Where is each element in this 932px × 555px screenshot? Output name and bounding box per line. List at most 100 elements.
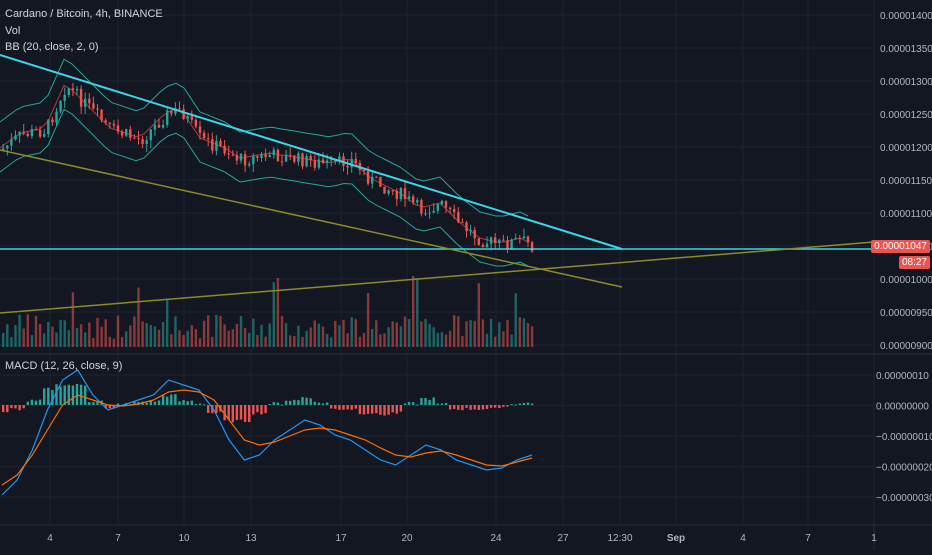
- time-tick-label: 7: [805, 533, 811, 544]
- macd-histogram-bar: [432, 397, 435, 405]
- volume-bar: [190, 325, 193, 347]
- time-tick-label: 4: [47, 533, 53, 544]
- time-tick-label: Sep: [667, 533, 685, 544]
- macd-histogram-bar: [334, 405, 337, 409]
- macd-histogram-bar: [280, 404, 284, 406]
- volume-bar: [325, 333, 329, 347]
- candle-body: [194, 119, 198, 127]
- candle-body: [239, 154, 243, 161]
- macd-histogram-bar: [301, 397, 304, 405]
- volume-bar: [293, 335, 296, 347]
- candle-body: [264, 153, 267, 158]
- macd-histogram-bar: [75, 383, 79, 405]
- macd-histogram-bar: [399, 405, 403, 412]
- macd-histogram-bar: [170, 394, 173, 405]
- macd-histogram-bar: [272, 402, 275, 405]
- macd-histogram-bar: [391, 405, 394, 413]
- macd-histogram-bar: [79, 384, 83, 405]
- candle-body: [223, 145, 226, 154]
- macd-histogram-bar: [215, 405, 218, 414]
- volume-bar: [301, 336, 304, 347]
- candle-body: [145, 140, 148, 145]
- candle-body: [84, 98, 87, 107]
- macd-histogram-bar: [436, 403, 439, 405]
- candle-body: [235, 155, 239, 161]
- volume-bars: [2, 275, 534, 347]
- macd-histogram-bar: [256, 405, 259, 413]
- price-tick-label: 0.00001100: [880, 209, 932, 220]
- trendline-lower-olive: [0, 149, 623, 288]
- volume-bar: [207, 315, 210, 347]
- volume-bar: [416, 278, 419, 347]
- candle-body: [186, 116, 189, 120]
- volume-bar: [338, 325, 341, 347]
- candle-body: [514, 238, 517, 240]
- macd-histogram-bar: [362, 405, 366, 415]
- candle-body: [346, 165, 349, 168]
- volume-bar: [248, 332, 251, 347]
- candle-body: [18, 131, 21, 136]
- candle-body: [309, 155, 312, 161]
- macd-histogram-bar: [440, 403, 444, 405]
- candle-body: [416, 200, 419, 203]
- macd-histogram-bar: [293, 399, 296, 405]
- candle-body: [280, 161, 284, 163]
- volume-bar: [84, 332, 87, 347]
- macd-histogram-bar: [457, 405, 460, 410]
- volume-legend[interactable]: Vol: [5, 25, 21, 37]
- macd-histogram-bar: [346, 405, 349, 410]
- volume-bar: [387, 327, 390, 347]
- bollinger-bands: [0, 58, 529, 267]
- candle-body: [518, 238, 521, 240]
- macd-histogram-bar: [30, 399, 34, 405]
- volume-bar: [461, 335, 464, 347]
- macd-histogram-bar: [51, 389, 54, 405]
- volume-bar: [395, 322, 398, 347]
- symbol-title[interactable]: Cardano / Bitcoin, 4h, BINANCE: [5, 8, 163, 20]
- macd-histogram-bar: [59, 386, 62, 405]
- volume-bar: [436, 332, 439, 347]
- volume-bar: [26, 314, 29, 347]
- candle-body: [104, 120, 107, 123]
- volume-bar: [63, 320, 66, 347]
- volume-bar: [371, 329, 374, 347]
- volume-bar: [481, 319, 485, 347]
- volume-bar: [120, 337, 124, 347]
- candle-body: [133, 137, 136, 139]
- bb-legend[interactable]: BB (20, close, 2, 0): [5, 41, 99, 53]
- candle-body: [325, 160, 329, 164]
- macd-legend[interactable]: MACD (12, 26, close, 9): [5, 360, 123, 372]
- volume-bar: [366, 292, 370, 347]
- candle-body: [268, 155, 271, 158]
- volume-bar: [174, 316, 177, 347]
- volume-bar: [477, 283, 480, 347]
- macd-histogram-bar: [338, 405, 341, 410]
- volume-bar: [309, 327, 312, 347]
- volume-bar: [518, 317, 521, 347]
- time-tick-label: 4: [740, 533, 746, 544]
- candle-body: [330, 159, 333, 161]
- macd-histogram-bar: [96, 401, 99, 405]
- candle-body: [141, 139, 144, 145]
- candle-body: [485, 243, 489, 248]
- candle-body: [301, 153, 304, 167]
- macd-histogram-bar: [63, 385, 66, 405]
- volume-bar: [440, 332, 444, 347]
- time-tick-label: 27: [557, 533, 569, 544]
- candle-body: [403, 188, 407, 200]
- macd-histogram-bar: [194, 404, 198, 406]
- trendlines[interactable]: [0, 54, 875, 314]
- macd-histogram-bar: [526, 402, 530, 405]
- candle-body: [412, 196, 415, 203]
- volume-bar: [399, 326, 403, 347]
- macd-histogram-bar: [260, 405, 263, 415]
- volume-bar: [420, 321, 423, 347]
- volume-bar: [362, 333, 366, 347]
- volume-bar: [108, 336, 111, 347]
- candle-body: [219, 140, 222, 146]
- volume-bar: [112, 338, 116, 347]
- volume-bar: [280, 316, 284, 347]
- volume-bar: [141, 321, 144, 347]
